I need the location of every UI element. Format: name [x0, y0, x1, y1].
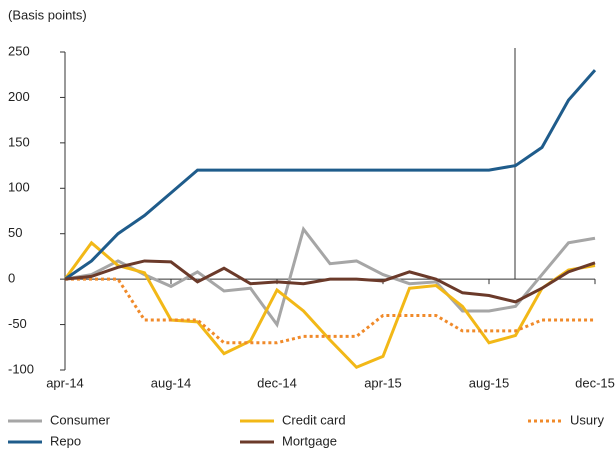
y-tick-label: -100 [8, 361, 34, 376]
y-tick-label: 50 [8, 225, 22, 240]
x-tick-label: apr-15 [364, 375, 402, 390]
series-line [64, 69, 597, 281]
legend-label: Usury [570, 412, 604, 427]
y-tick-label: 150 [8, 134, 30, 149]
x-tick-label: apr-14 [46, 375, 84, 390]
x-tick-label: dec-15 [575, 375, 615, 390]
y-tick-label: 100 [8, 180, 30, 195]
series-line [63, 240, 596, 370]
y-tick-label: -50 [8, 316, 27, 331]
legend-label: Mortgage [282, 433, 337, 448]
x-tick-label: aug-14 [151, 375, 191, 390]
y-tick-label: 200 [8, 89, 30, 104]
x-tick-label: aug-15 [469, 375, 509, 390]
y-axis-label: (Basis points) [8, 7, 87, 22]
legend-label: Credit card [282, 412, 346, 427]
series-line [65, 277, 595, 345]
legend-label: Consumer [50, 412, 111, 427]
y-tick-label: 0 [8, 271, 15, 286]
y-tick-label: 250 [8, 43, 30, 58]
x-tick-label: dec-14 [257, 375, 297, 390]
series-line [64, 259, 596, 304]
legend-label: Repo [50, 433, 81, 448]
series-line [64, 225, 596, 328]
